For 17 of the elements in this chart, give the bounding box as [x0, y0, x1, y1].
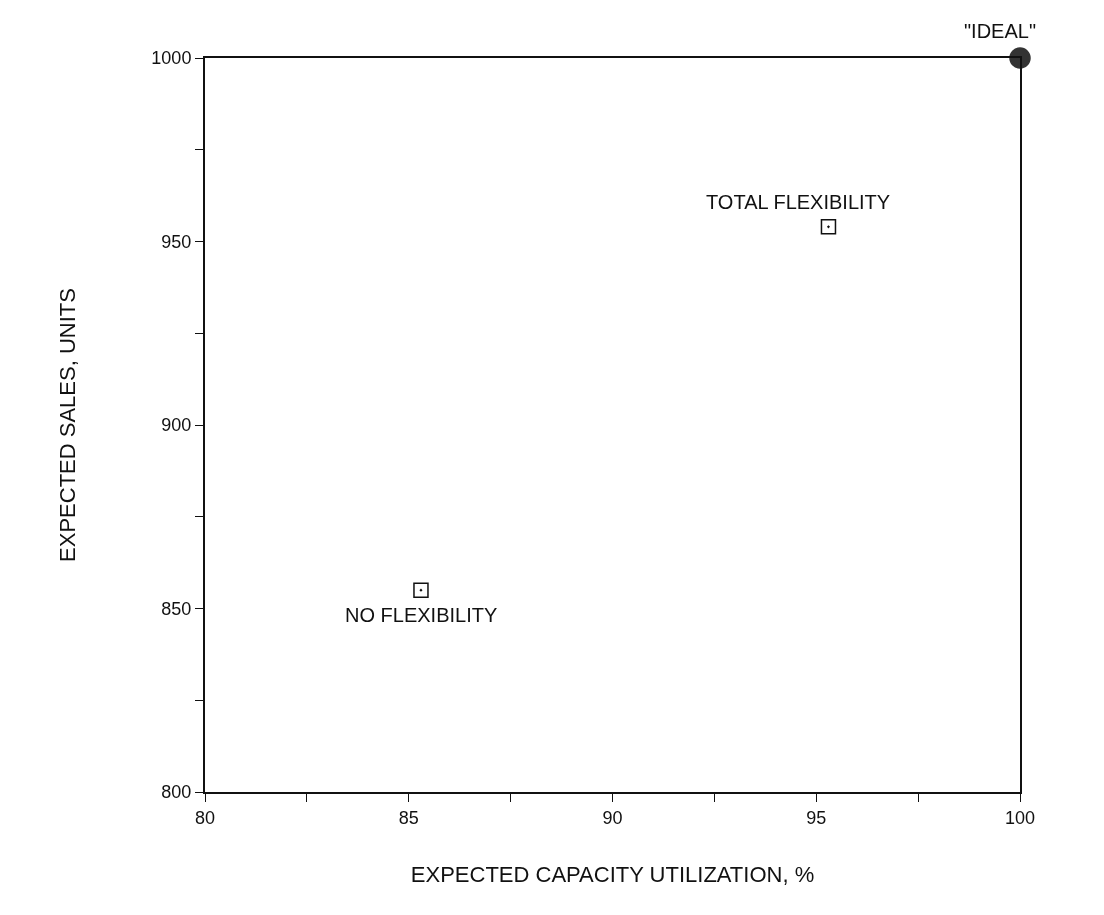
y-tick-label: 1000 — [151, 48, 192, 69]
point — [413, 582, 429, 598]
x-tick-label: 80 — [194, 807, 216, 828]
annotation: NO FLEXIBILITY — [345, 604, 498, 626]
y-tick-label: 950 — [161, 231, 192, 252]
x-tick-label: 95 — [806, 807, 827, 828]
x-tick-label: 100 — [1004, 807, 1036, 828]
x-axis-title: EXPECTED CAPACITY UTILIZATION, % — [410, 862, 815, 887]
y-tick-label: 900 — [161, 415, 192, 436]
x-tick-label: 85 — [398, 807, 419, 828]
annotation: TOTAL FLEXIBILITY — [706, 191, 891, 213]
point — [820, 219, 837, 235]
y-axis-title: EXPECTED SALES, UNITS — [54, 288, 80, 562]
y-tick-label: 800 — [161, 782, 192, 803]
x-tick-label: 90 — [602, 807, 623, 828]
y-tick-label: 850 — [161, 598, 192, 619]
annotation: "IDEAL" — [964, 20, 1037, 42]
